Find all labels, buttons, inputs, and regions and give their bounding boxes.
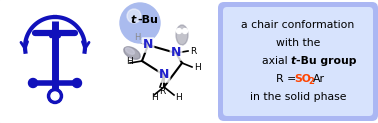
Text: in the solid phase: in the solid phase	[250, 92, 346, 102]
Circle shape	[73, 78, 82, 87]
Text: -Bu group: -Bu group	[296, 56, 356, 66]
Circle shape	[120, 3, 160, 43]
Ellipse shape	[176, 25, 188, 45]
Text: H: H	[175, 92, 182, 101]
Circle shape	[48, 89, 62, 103]
Text: a chair conformation: a chair conformation	[242, 20, 355, 30]
FancyBboxPatch shape	[218, 2, 378, 121]
Text: R =: R =	[276, 74, 300, 84]
Circle shape	[51, 92, 59, 100]
Circle shape	[177, 29, 181, 33]
Text: SO: SO	[294, 74, 311, 84]
Circle shape	[183, 29, 187, 33]
Text: Ar: Ar	[313, 74, 325, 84]
Text: N: N	[143, 38, 153, 52]
Text: 2: 2	[308, 77, 314, 86]
Text: H: H	[194, 62, 201, 71]
Text: with the: with the	[276, 38, 320, 48]
Text: t: t	[131, 15, 136, 25]
Text: R: R	[159, 86, 165, 95]
Text: t: t	[291, 56, 296, 66]
Text: H: H	[134, 32, 140, 41]
Circle shape	[127, 9, 141, 23]
Ellipse shape	[125, 48, 135, 54]
Text: H: H	[151, 92, 158, 101]
Text: axial: axial	[262, 56, 291, 66]
Text: N: N	[171, 46, 181, 60]
Ellipse shape	[124, 47, 140, 59]
Text: -Bu: -Bu	[137, 15, 158, 25]
Circle shape	[28, 78, 37, 87]
Text: R: R	[190, 46, 196, 55]
Text: H: H	[126, 57, 133, 67]
FancyBboxPatch shape	[223, 7, 373, 116]
Text: N: N	[159, 69, 169, 82]
